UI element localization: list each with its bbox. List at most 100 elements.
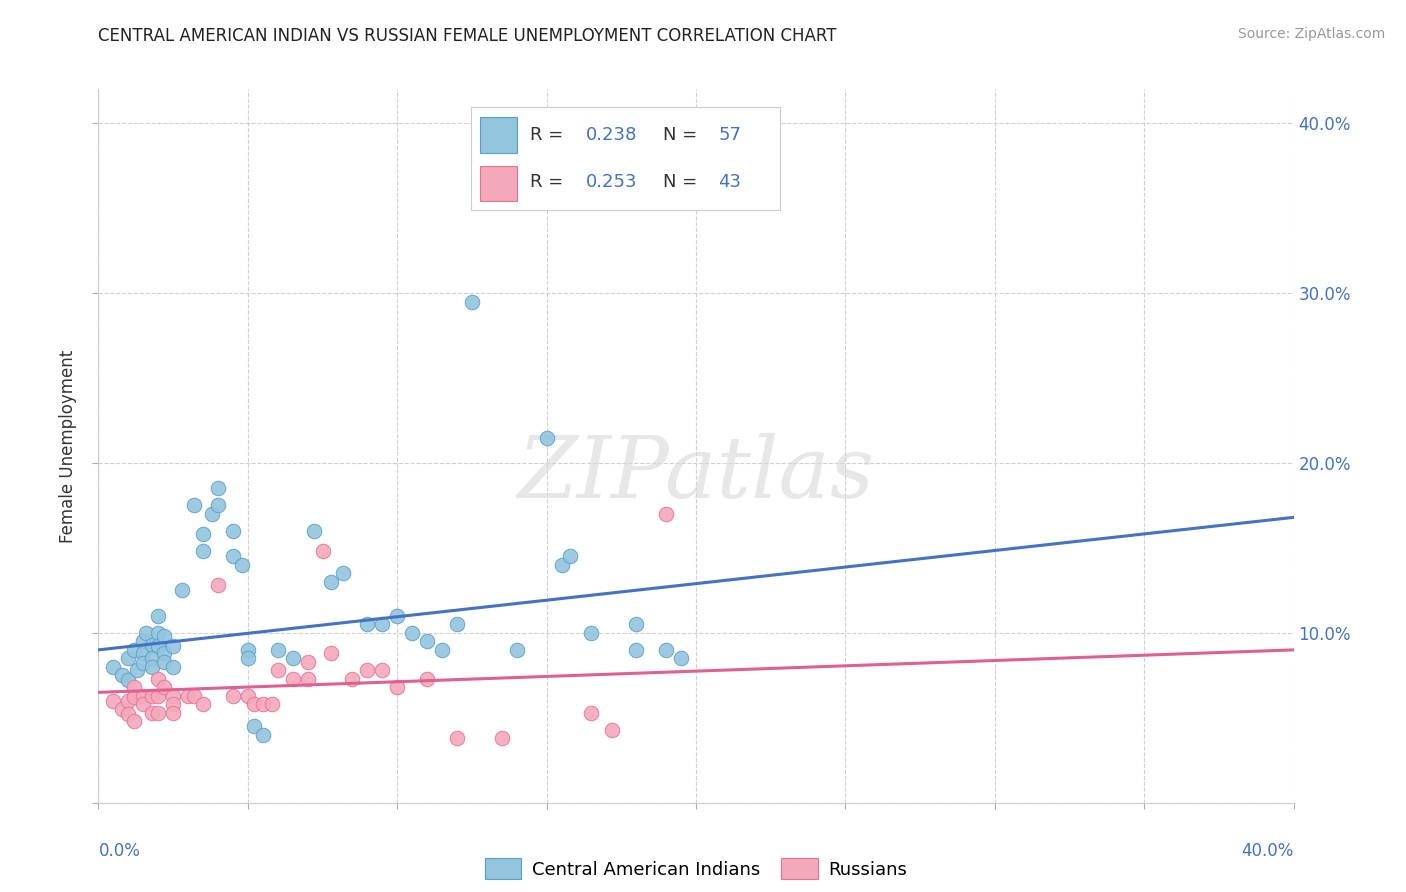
Point xyxy=(191,527,214,541)
Text: 0.253: 0.253 xyxy=(585,173,637,191)
Point xyxy=(332,566,354,581)
Point xyxy=(356,617,378,632)
Point xyxy=(491,731,513,746)
Point xyxy=(243,698,266,712)
Point xyxy=(222,689,245,703)
Text: ZIPatlas: ZIPatlas xyxy=(517,434,875,516)
Point xyxy=(581,626,603,640)
Point xyxy=(281,651,304,665)
FancyBboxPatch shape xyxy=(481,118,517,153)
Point xyxy=(153,680,176,694)
Legend: Central American Indians, Russians: Central American Indians, Russians xyxy=(478,851,914,887)
Point xyxy=(252,728,274,742)
Point xyxy=(148,689,170,703)
Point xyxy=(135,626,157,640)
Point xyxy=(267,663,290,677)
FancyBboxPatch shape xyxy=(481,166,517,202)
Point xyxy=(162,698,184,712)
Point xyxy=(550,558,572,572)
Text: 57: 57 xyxy=(718,126,741,144)
Point xyxy=(141,689,163,703)
Point xyxy=(356,663,378,677)
Point xyxy=(207,482,229,496)
Point xyxy=(655,507,678,521)
Point xyxy=(162,640,184,654)
Point xyxy=(222,549,245,564)
Point xyxy=(231,558,253,572)
Point xyxy=(141,638,163,652)
Text: CENTRAL AMERICAN INDIAN VS RUSSIAN FEMALE UNEMPLOYMENT CORRELATION CHART: CENTRAL AMERICAN INDIAN VS RUSSIAN FEMAL… xyxy=(98,27,837,45)
Point xyxy=(297,655,319,669)
Point xyxy=(401,626,423,640)
Text: 43: 43 xyxy=(718,173,741,191)
Y-axis label: Female Unemployment: Female Unemployment xyxy=(59,350,77,542)
Point xyxy=(111,668,134,682)
Point xyxy=(124,714,146,729)
Point xyxy=(132,698,155,712)
Text: R =: R = xyxy=(530,126,569,144)
Point xyxy=(148,640,170,654)
Point xyxy=(281,672,304,686)
Point xyxy=(446,617,468,632)
Point xyxy=(581,706,603,720)
Point xyxy=(124,680,146,694)
Point xyxy=(183,499,205,513)
Text: 40.0%: 40.0% xyxy=(1241,842,1294,860)
Point xyxy=(153,655,176,669)
Point xyxy=(446,731,468,746)
Point xyxy=(148,626,170,640)
Point xyxy=(371,663,394,677)
Point xyxy=(461,294,484,309)
Point xyxy=(385,680,409,694)
Point xyxy=(252,698,274,712)
Point xyxy=(141,651,163,665)
Text: N =: N = xyxy=(662,126,703,144)
Point xyxy=(236,689,259,703)
Point xyxy=(117,651,139,665)
Point xyxy=(669,651,692,665)
Point xyxy=(207,578,229,592)
Text: N =: N = xyxy=(662,173,703,191)
Point xyxy=(141,706,163,720)
Point xyxy=(117,707,139,722)
Point xyxy=(297,672,319,686)
Point xyxy=(626,643,648,657)
Point xyxy=(191,698,214,712)
Point xyxy=(153,646,176,660)
Point xyxy=(416,672,439,686)
Point xyxy=(117,694,139,708)
Point xyxy=(132,634,155,648)
Point xyxy=(132,646,155,660)
Point xyxy=(183,689,205,703)
Point xyxy=(177,689,200,703)
Point xyxy=(148,672,170,686)
Point xyxy=(371,617,394,632)
Point xyxy=(560,549,582,564)
Point xyxy=(124,643,146,657)
Point xyxy=(321,574,343,589)
Text: R =: R = xyxy=(530,173,569,191)
Point xyxy=(626,617,648,632)
Point xyxy=(243,719,266,733)
Point xyxy=(111,702,134,716)
Point xyxy=(162,689,184,703)
Point xyxy=(236,643,259,657)
Point xyxy=(430,643,453,657)
Point xyxy=(201,507,224,521)
Point xyxy=(311,544,333,558)
Point xyxy=(506,643,529,657)
Point xyxy=(132,657,155,671)
Point xyxy=(103,694,125,708)
Text: Source: ZipAtlas.com: Source: ZipAtlas.com xyxy=(1237,27,1385,41)
Point xyxy=(127,663,149,677)
Point xyxy=(141,660,163,674)
Point xyxy=(260,698,283,712)
Point xyxy=(342,672,364,686)
Point xyxy=(148,706,170,720)
Point xyxy=(222,524,245,538)
Point xyxy=(416,634,439,648)
Point xyxy=(132,689,155,703)
Point xyxy=(103,660,125,674)
Point xyxy=(124,690,146,705)
Point xyxy=(172,583,194,598)
